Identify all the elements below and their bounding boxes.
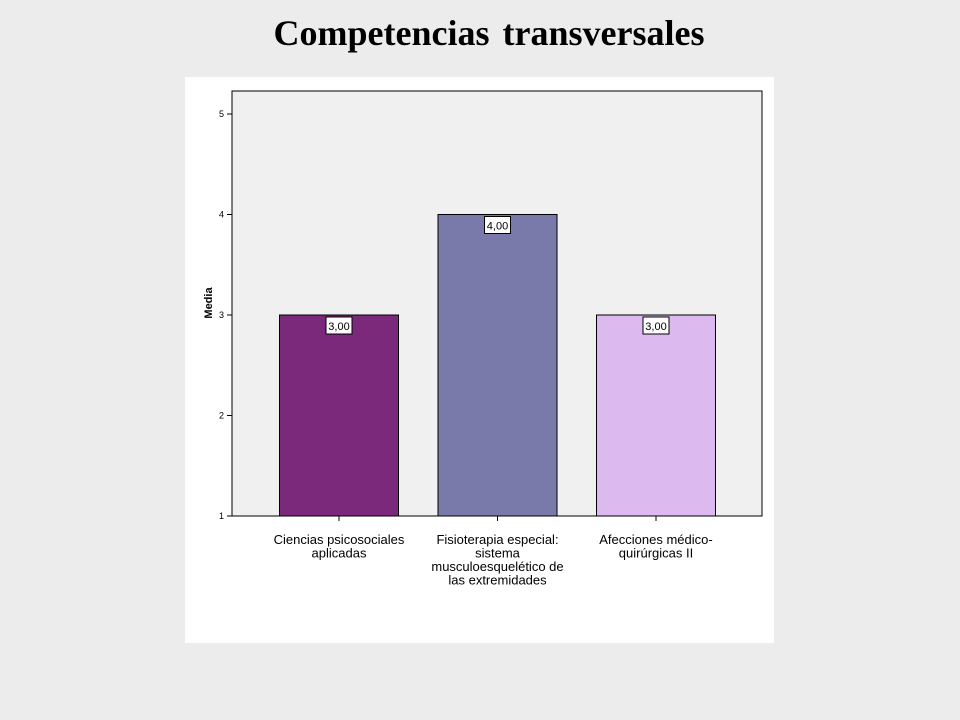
chart-panel: Media 1 2 3 4 5 3,00 4,00 3,00 Ciencias psicos…: [185, 77, 774, 643]
x-category-label: Ciencias psicosociales: [274, 532, 405, 547]
x-category-label: sistema: [475, 546, 521, 561]
data-label: 4,00: [487, 221, 508, 233]
y-tick-label: 1: [219, 511, 224, 521]
slide-title: Competencias transversales: [273, 13, 705, 53]
bar: [596, 314, 716, 517]
x-category-label: las extremidades: [448, 573, 547, 588]
x-category-label: Fisioterapia especial:: [436, 532, 558, 547]
y-tick-label: 5: [219, 109, 224, 119]
x-category-label: quirúrgicas II: [619, 546, 693, 561]
bar: [437, 214, 558, 517]
data-label: 3,00: [328, 321, 349, 333]
y-tick-label: 4: [219, 210, 224, 220]
x-category-label: aplicadas: [312, 546, 367, 561]
y-axis-label: Media: [203, 287, 215, 319]
y-tick-label: 2: [219, 411, 224, 421]
y-tick-label: 3: [219, 310, 224, 320]
bar-chart: Media 1 2 3 4 5 3,00 4,00 3,00 Ciencias psicos…: [203, 90, 763, 588]
x-category-label: Afecciones médico-: [599, 532, 712, 547]
data-label: 3,00: [645, 321, 666, 333]
data-label-box: [642, 316, 670, 335]
data-label-box: [325, 316, 353, 335]
x-category-label: musculoesquelético de: [431, 559, 563, 574]
bar: [279, 314, 399, 517]
data-label-box: [484, 216, 511, 234]
